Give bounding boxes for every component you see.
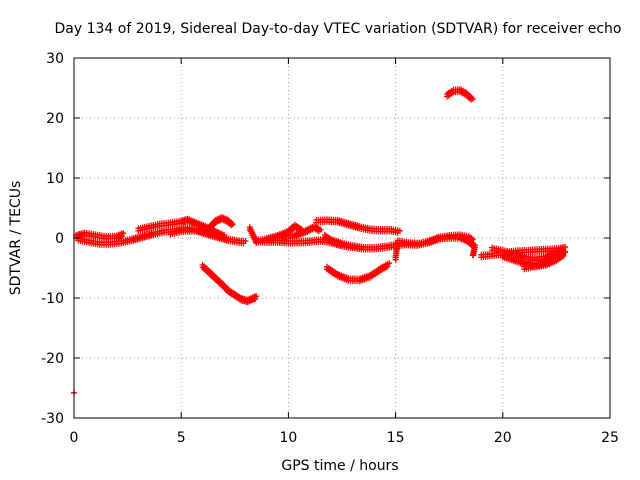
x-tick-label: 5 — [177, 430, 186, 446]
series-arc-a4 — [167, 214, 236, 238]
data-point — [469, 251, 476, 258]
x-tick-label: 10 — [279, 430, 297, 446]
data-point — [120, 230, 127, 237]
series-arc-top — [444, 86, 476, 103]
data-points — [71, 86, 568, 396]
y-tick-label: 30 — [46, 51, 64, 67]
y-tick-label: 20 — [46, 111, 64, 127]
y-axis-title: SDTVAR / TECUs — [8, 181, 24, 296]
data-point — [229, 221, 236, 228]
series-arc-b6 — [323, 260, 393, 285]
data-point — [386, 260, 393, 267]
data-point — [253, 293, 260, 300]
series-arc-c1 — [392, 231, 476, 263]
axes: 0 5 10 15 20 25 -30 -20 -10 0 10 20 30 — [41, 51, 619, 446]
x-tick-label: 20 — [494, 430, 512, 446]
data-point — [221, 232, 228, 238]
y-tick-label: 0 — [55, 231, 64, 247]
chart-title: Day 134 of 2019, Sidereal Day-to-day VTE… — [55, 21, 622, 37]
series-arc-b3 — [281, 223, 324, 243]
data-point — [317, 226, 324, 233]
data-point — [252, 296, 259, 302]
y-tick-label: -30 — [41, 411, 64, 427]
data-point — [560, 252, 567, 259]
data-point — [242, 238, 249, 244]
x-axis-title: GPS time / hours — [281, 458, 398, 474]
x-tick-label: 25 — [601, 430, 619, 446]
x-tick-label: 0 — [70, 430, 79, 446]
series-arc-dip — [199, 262, 260, 306]
data-point — [396, 227, 403, 234]
series-arc-b5 — [321, 232, 367, 253]
y-tick-label: -20 — [41, 351, 64, 367]
series-arc-d4 — [521, 248, 568, 273]
data-point — [384, 263, 391, 270]
data-point — [392, 254, 399, 261]
x-tick-label: 15 — [387, 430, 405, 446]
data-point — [360, 244, 367, 250]
series-arc-b4 — [313, 216, 403, 236]
y-tick-label: -10 — [41, 291, 64, 307]
y-tick-label: 10 — [46, 171, 64, 187]
data-point — [561, 248, 568, 255]
data-point — [469, 236, 476, 243]
data-point — [469, 95, 476, 102]
